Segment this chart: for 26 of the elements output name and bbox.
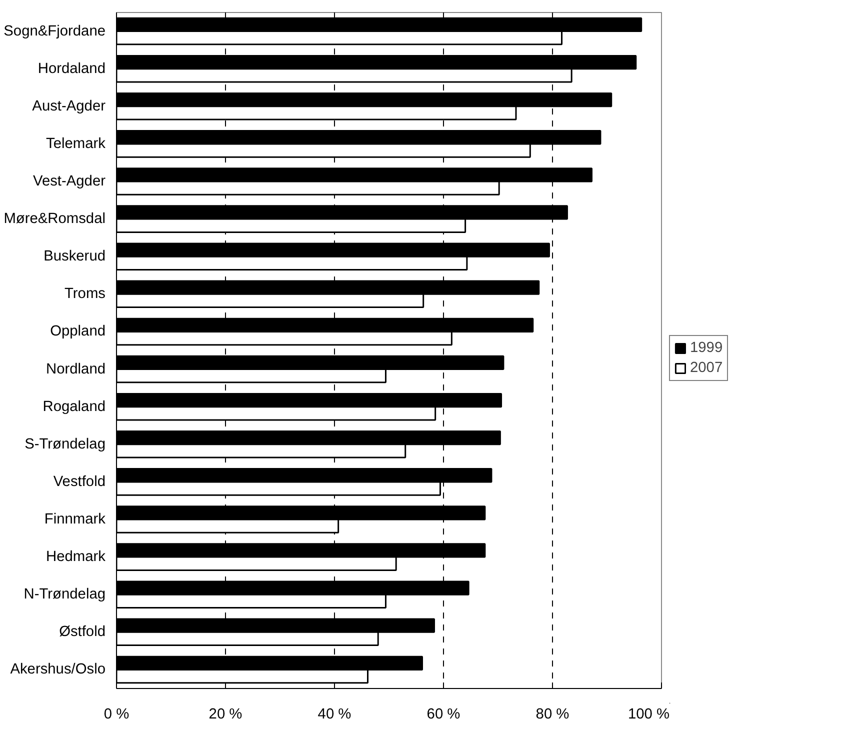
- y-tick-label: Hordaland: [38, 60, 106, 77]
- x-tick-label: 20 %: [208, 706, 242, 722]
- y-tick-label: Vestfold: [53, 474, 106, 490]
- legend-label: 2007: [690, 360, 723, 376]
- y-tick-label: Oppland: [50, 324, 106, 340]
- y-tick-label: Sogn&Fjordane: [4, 23, 106, 40]
- y-tick-label: Aust-Agder: [32, 98, 106, 114]
- y-tick-label: Nordland: [46, 361, 106, 378]
- x-tick-label: 40 %: [318, 706, 352, 722]
- y-tick-label: Finnmark: [44, 512, 106, 528]
- x-tick-label: 100 %: [628, 706, 670, 722]
- y-tick-label: Møre&Romsdal: [4, 211, 106, 228]
- x-tick-label: 0 %: [104, 706, 130, 722]
- y-tick-label: Rogaland: [42, 398, 106, 415]
- y-tick-label: S-Trøndelag: [24, 436, 106, 452]
- y-tick-label: Østfold: [59, 624, 106, 640]
- x-tick-label: 60 %: [426, 706, 460, 722]
- y-tick-label: Hedmark: [46, 549, 106, 566]
- legend-label: 1999: [690, 340, 723, 356]
- y-tick-label: Telemark: [46, 136, 106, 152]
- y-tick-label: Vest-Agder: [32, 174, 106, 190]
- y-tick-label: N-Trøndelag: [24, 586, 106, 603]
- x-tick-label: 80 %: [536, 706, 570, 722]
- y-tick-label: Troms: [64, 286, 106, 302]
- y-tick-label: Buskerud: [44, 248, 106, 265]
- y-tick-label: Akershus/Oslo: [10, 662, 106, 678]
